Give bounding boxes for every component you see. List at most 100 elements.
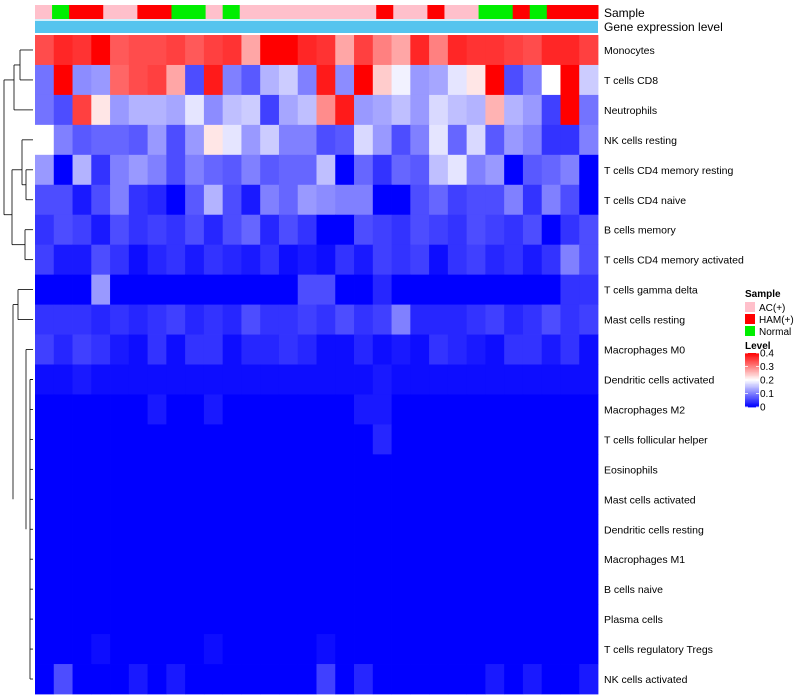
heatmap-cell [260, 514, 280, 545]
sample-annotation-cell [580, 5, 599, 19]
heatmap-cell [391, 514, 411, 545]
legend-gradient-step [745, 396, 759, 398]
heatmap-cell [316, 274, 336, 305]
heatmap-cell [91, 124, 111, 156]
sample-annotation-cell [273, 5, 292, 19]
heatmap-cell [541, 274, 561, 305]
heatmap-cell [391, 154, 411, 186]
sample-annotation-cell [35, 5, 53, 19]
heatmap-cell [335, 124, 355, 156]
legend-gradient-step [745, 377, 759, 380]
heatmap-cell [185, 424, 205, 455]
heatmap-cell [391, 244, 411, 276]
heatmap-cell [447, 544, 468, 575]
heatmap-cell [278, 484, 299, 515]
heatmap-cell [53, 454, 73, 485]
heatmap-cell [485, 304, 505, 335]
row-label: B cells naive [604, 584, 663, 596]
heatmap-cell [147, 544, 167, 575]
heatmap-cell [541, 334, 561, 365]
heatmap-cell [560, 214, 580, 246]
heatmap-cell [53, 154, 73, 186]
heatmap-cell [185, 244, 205, 276]
heatmap-cell [560, 574, 580, 605]
row-label: T cells CD4 memory activated [604, 255, 744, 267]
heatmap-cell [72, 304, 92, 335]
heatmap-cell [222, 664, 242, 695]
heatmap-cell [541, 514, 561, 545]
row-label: T cells follicular helper [604, 434, 708, 446]
heatmap-cell [335, 424, 355, 455]
annotation-label-gene-expression: Gene expression level [604, 20, 723, 34]
heatmap-cell [35, 154, 55, 186]
heatmap-cell [222, 394, 242, 425]
heatmap-cell [147, 664, 167, 695]
heatmap-cell [297, 35, 317, 66]
heatmap-cell [522, 154, 543, 186]
heatmap-cell [278, 214, 299, 246]
heatmap-cell [166, 484, 186, 515]
heatmap-cell [260, 154, 280, 186]
heatmap-cell [466, 634, 486, 665]
heatmap-cell [260, 574, 280, 605]
heatmap-cell [579, 124, 599, 156]
row-label: T cells regulatory Tregs [604, 644, 713, 656]
heatmap-cell [410, 634, 430, 665]
heatmap-cell [35, 94, 55, 126]
heatmap-cell [541, 574, 561, 605]
heatmap-cell [203, 664, 224, 695]
heatmap-cell [35, 574, 55, 605]
heatmap-cell [53, 64, 73, 96]
heatmap-cell [110, 424, 130, 455]
heatmap-cell [391, 214, 411, 246]
heatmap-cell [53, 334, 73, 365]
heatmap-cell [541, 484, 561, 515]
heatmap-cell [410, 424, 430, 455]
row-label: T cells CD4 naive [604, 195, 686, 207]
heatmap-cell [297, 364, 317, 395]
heatmap-cell [297, 634, 317, 665]
heatmap-cell [504, 124, 524, 156]
legend-gradient-step [745, 361, 759, 363]
heatmap-cell [354, 574, 374, 605]
heatmap-cell [147, 484, 167, 515]
heatmap-cell [485, 94, 505, 126]
heatmap-cell [128, 214, 148, 246]
heatmap-cell [410, 574, 430, 605]
heatmap-cell [166, 634, 186, 665]
heatmap-cell [241, 244, 261, 276]
heatmap-cell [128, 124, 148, 156]
heatmap-cell [35, 394, 55, 425]
heatmap-cell [372, 604, 392, 635]
heatmap-cell [297, 484, 317, 515]
heatmap-cell [297, 64, 317, 96]
legend-gradient-step [745, 393, 759, 396]
row-label: Macrophages M1 [604, 554, 685, 566]
heatmap-cell [522, 304, 543, 335]
heatmap-cell [541, 604, 561, 635]
heatmap-cell [91, 454, 111, 485]
heatmap-cell [372, 574, 392, 605]
heatmap-cell [485, 154, 505, 186]
legend-gradient-step [745, 375, 759, 378]
heatmap-cell [203, 244, 224, 276]
heatmap-cell [35, 35, 55, 66]
legend-gradient-step [745, 397, 759, 400]
heatmap-cell [110, 304, 130, 335]
heatmap-cell [354, 424, 374, 455]
heatmap-cell [278, 304, 299, 335]
heatmap-cell [579, 304, 599, 335]
heatmap-cell [203, 634, 224, 665]
heatmap-cell [391, 574, 411, 605]
heatmap-cell [372, 454, 392, 485]
heatmap-cell [260, 334, 280, 365]
heatmap-cell [485, 394, 505, 425]
heatmap-cell [372, 544, 392, 575]
heatmap-cell [241, 35, 261, 66]
heatmap-cell [410, 604, 430, 635]
heatmap-cell [504, 214, 524, 246]
heatmap-cell [260, 544, 280, 575]
heatmap-cell [316, 334, 336, 365]
heatmap-cell [372, 484, 392, 515]
heatmap-cell [203, 334, 224, 365]
